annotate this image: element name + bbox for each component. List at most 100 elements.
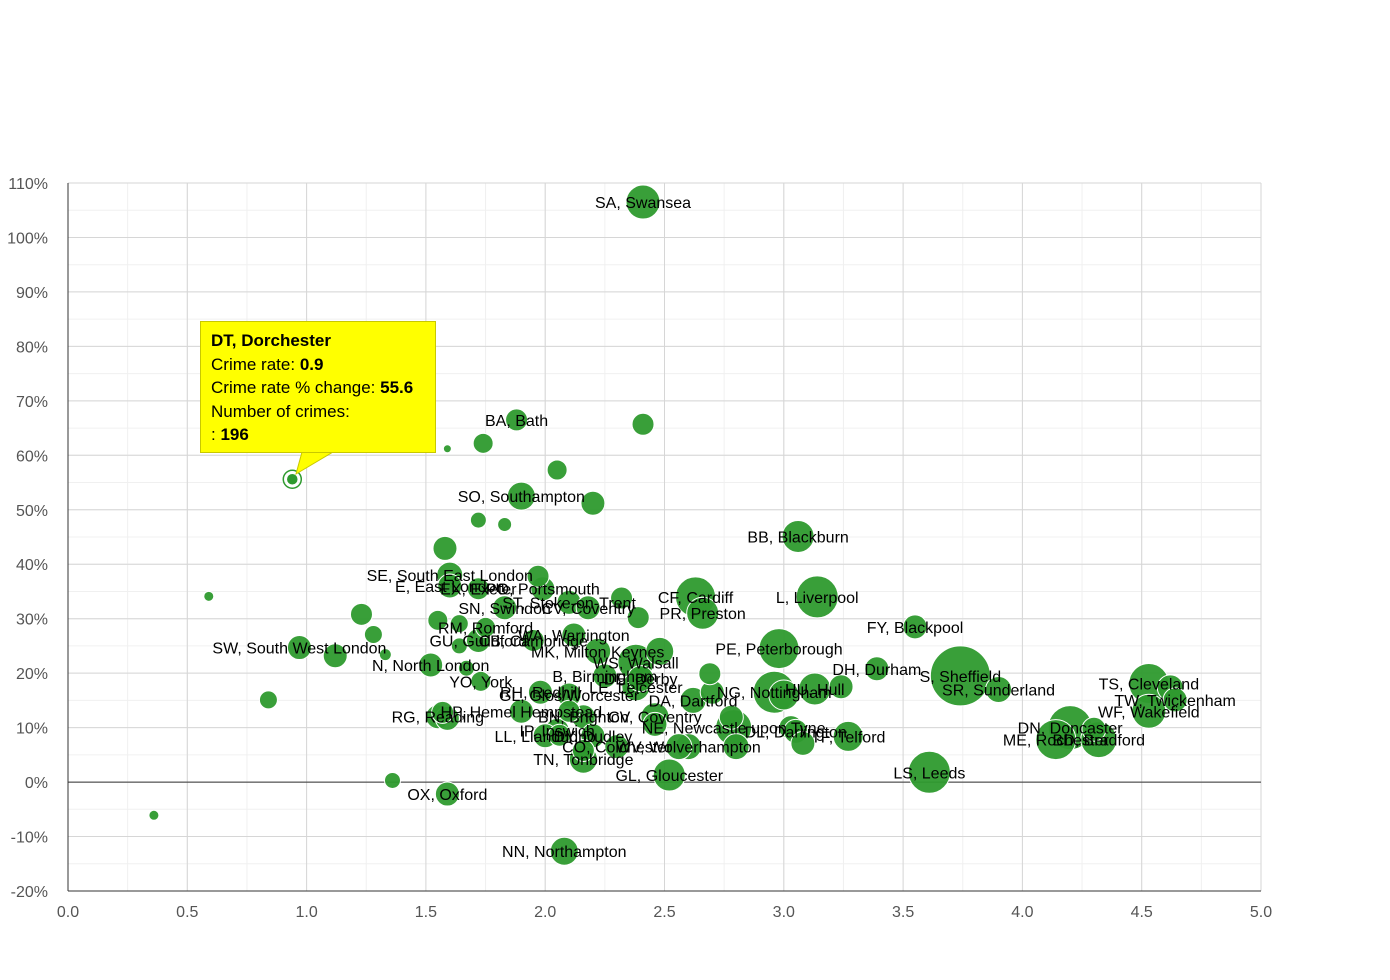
bubble	[497, 516, 513, 532]
y-tick-label: 0%	[25, 775, 48, 792]
y-tick-label: -20%	[11, 884, 48, 901]
bubble-label: B, Birmingham	[552, 669, 657, 686]
bubble-label: LS, Leeds	[893, 765, 965, 782]
bubble-label: WS, Walsall	[593, 655, 679, 672]
y-tick-label: 110%	[8, 176, 48, 193]
bubble	[626, 606, 650, 630]
bubble	[902, 614, 928, 640]
bubble	[548, 723, 572, 747]
x-tick-label: 0.5	[176, 904, 198, 921]
bubble-label: DH, Durham	[832, 662, 921, 679]
bubble	[432, 535, 458, 561]
y-tick-label: 50%	[16, 503, 48, 520]
bubble-label: GL, Glos/Worcester	[499, 688, 640, 705]
bubble	[434, 781, 460, 807]
bubble	[505, 408, 529, 432]
bubble-label: NG, Nottingham	[717, 685, 832, 702]
bubble	[698, 662, 722, 686]
bubble	[929, 645, 991, 707]
bubble-label: NN, Northampton	[502, 844, 627, 861]
tooltip-title: DT, Dorchester	[211, 331, 331, 350]
bubble	[584, 637, 612, 665]
bubble-label: NE, Newcastle upon Tyne	[642, 721, 826, 738]
bubble-label: MK, Milton Keynes	[531, 644, 664, 661]
bubble-label: SE, South East London	[367, 568, 533, 585]
bubble	[627, 665, 655, 693]
tooltip-rate-value: 0.9	[299, 354, 324, 374]
tooltip-change-row: Crime rate % change: 55.6	[211, 376, 425, 400]
bubble-label: DE, Derby	[604, 672, 678, 689]
bubble-label: HP, Hemel Hempstead	[441, 704, 603, 721]
tooltip: DT, Dorchester Crime rate: 0.9 Crime rat…	[200, 321, 436, 453]
bubble-label: DL, Darlington	[745, 724, 847, 741]
bubble-label: WV, Wolverhampton	[616, 740, 761, 757]
bubbles	[148, 184, 1188, 866]
bubble	[349, 602, 373, 626]
x-tick-label: 2.5	[653, 904, 675, 921]
bubble	[506, 481, 536, 511]
bubble	[457, 659, 475, 677]
bubble	[722, 733, 750, 761]
x-tick-label: 4.5	[1131, 904, 1153, 921]
hover-ring-outer	[282, 469, 303, 490]
bubble	[492, 595, 518, 621]
y-tick-label: 90%	[16, 285, 48, 302]
y-tick-label: -10%	[11, 830, 48, 847]
bubble-label: HU, Hull	[785, 682, 845, 699]
bubble	[442, 444, 452, 454]
bubble	[631, 412, 655, 436]
bubble	[557, 699, 581, 723]
x-axis-ticks: 0.0 0.5 1.0 1.5 2.0 2.5 3.0 3.5 4.0 4.5 5.0	[57, 904, 1272, 921]
bubble-label: WA, Warrington	[518, 628, 630, 645]
y-tick-label: 80%	[16, 339, 48, 356]
x-tick-label: 2.0	[534, 904, 556, 921]
bubble-label: BD, Bradford	[1053, 733, 1145, 750]
bubble	[604, 734, 630, 760]
bubble	[781, 519, 815, 553]
bubble-label: S, Sheffield	[920, 669, 1002, 686]
bubble	[472, 432, 494, 454]
bubble	[521, 628, 545, 652]
bubble	[508, 698, 534, 724]
bubble	[645, 636, 675, 666]
bubble	[546, 459, 568, 481]
x-tick-label: 5.0	[1250, 904, 1272, 921]
bubble	[1081, 716, 1107, 742]
bubble-label: LE, Leicester	[589, 680, 683, 697]
bubble	[148, 809, 160, 821]
bubble	[378, 648, 392, 662]
bubble-label: YO, York	[449, 674, 513, 691]
bubble	[466, 577, 490, 601]
bubble	[718, 704, 744, 730]
bubble	[475, 616, 497, 638]
bubble-label: RH, Redhill	[500, 685, 581, 702]
tooltip-count-value: 196	[220, 425, 249, 444]
bubble	[363, 624, 383, 644]
x-tick-label: 1.0	[295, 904, 317, 921]
bubble-label: GU, Guildford	[429, 633, 527, 650]
bubble	[526, 564, 550, 588]
tooltip-rate-row: Crime rate: 0.9	[211, 353, 425, 377]
tooltip-count-label: Number of crimes:	[211, 401, 350, 421]
bubble-label: CO, Colchester	[562, 740, 672, 757]
x-tick-label: 3.0	[773, 904, 795, 921]
y-tick-label: 30%	[16, 612, 48, 629]
bubble	[449, 614, 469, 634]
tooltip-count-row: : 196	[211, 423, 425, 447]
bubble-label: OX, Oxford	[407, 787, 487, 804]
bubble	[625, 184, 661, 220]
x-tick-label: 4.0	[1011, 904, 1033, 921]
bubble	[580, 490, 606, 516]
bubble	[828, 674, 854, 700]
bubble	[258, 690, 278, 710]
x-tick-label: 0.0	[57, 904, 79, 921]
bubble-label: ST, Stoke-on-Trent	[502, 595, 636, 612]
bubble-label: TW, Twickenham	[1114, 693, 1236, 710]
bubble	[642, 711, 668, 737]
tooltip-change-label: Crime rate % change:	[211, 378, 376, 397]
y-tick-label: 10%	[16, 721, 48, 738]
bubble	[561, 622, 587, 648]
bubble-label: SA, Swansea	[595, 195, 691, 212]
